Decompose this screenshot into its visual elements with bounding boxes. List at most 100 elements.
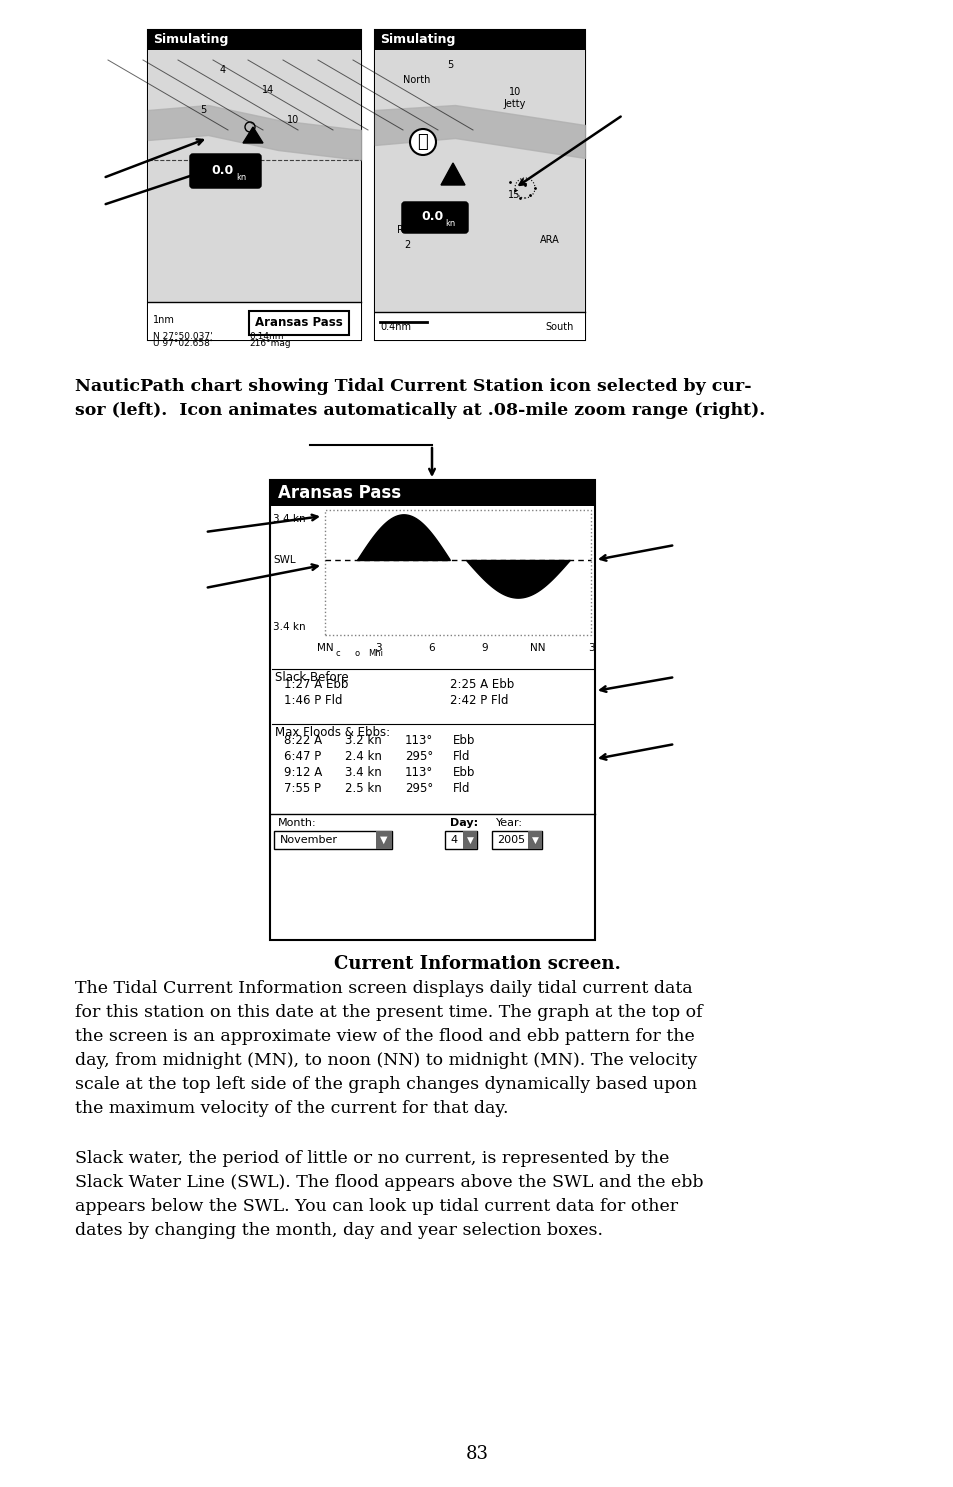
Text: 2.5 kn: 2.5 kn — [345, 782, 381, 796]
Text: 83: 83 — [465, 1445, 488, 1463]
Text: Simulating: Simulating — [152, 34, 228, 46]
Text: South: South — [544, 323, 573, 332]
Text: o: o — [354, 648, 359, 659]
Text: Ru: Ru — [396, 225, 409, 235]
Bar — [274, 831, 392, 849]
Bar — [527, 831, 541, 849]
Text: ▼: ▼ — [531, 836, 537, 845]
Text: 2:42 P Fld: 2:42 P Fld — [450, 694, 508, 706]
Text: The Tidal Current Information screen displays daily tidal current data: The Tidal Current Information screen dis… — [75, 980, 692, 996]
Text: 8:22 A: 8:22 A — [284, 735, 322, 746]
Text: 0.4nm: 0.4nm — [379, 323, 411, 332]
Text: Fld: Fld — [453, 782, 470, 796]
Text: 5: 5 — [446, 59, 453, 70]
Bar — [148, 302, 360, 341]
Text: NN: NN — [530, 642, 545, 653]
Text: day, from midnight (MN), to noon (NN) to midnight (MN). The velocity: day, from midnight (MN), to noon (NN) to… — [75, 1051, 697, 1069]
Text: Slack water, the period of little or no current, is represented by the: Slack water, the period of little or no … — [75, 1149, 669, 1167]
Text: 113°: 113° — [405, 735, 433, 746]
Bar — [148, 30, 360, 51]
Text: 3.2 kn: 3.2 kn — [345, 735, 381, 746]
Text: 1:46 P Fld: 1:46 P Fld — [284, 694, 342, 706]
Text: Mhi: Mhi — [368, 648, 383, 659]
Text: 295°: 295° — [405, 749, 433, 763]
Text: 2:25 A Ebb: 2:25 A Ebb — [450, 678, 514, 691]
Text: 295°: 295° — [405, 782, 433, 796]
Bar — [492, 831, 541, 849]
Text: Aransas Pass: Aransas Pass — [254, 317, 342, 330]
Text: 5: 5 — [200, 106, 206, 114]
Text: Slack Before: Slack Before — [274, 671, 348, 684]
Text: Year:: Year: — [496, 818, 522, 828]
Bar — [148, 30, 360, 341]
Bar — [375, 51, 584, 312]
Text: dates by changing the month, day and year selection boxes.: dates by changing the month, day and yea… — [75, 1222, 602, 1239]
Text: ▼: ▼ — [466, 836, 473, 845]
Text: U 97°02.658': U 97°02.658' — [152, 339, 213, 348]
Text: sor (left).  Icon animates automatically at .08-mile zoom range (right).: sor (left). Icon animates automatically … — [75, 401, 764, 419]
Text: Current Information screen.: Current Information screen. — [334, 955, 619, 972]
Text: 9: 9 — [480, 642, 487, 653]
FancyBboxPatch shape — [191, 155, 260, 187]
Bar — [270, 480, 595, 506]
Text: SWL: SWL — [273, 555, 295, 565]
Text: 15: 15 — [507, 190, 519, 199]
Text: the maximum velocity of the current for that day.: the maximum velocity of the current for … — [75, 1100, 508, 1117]
Text: 0.0: 0.0 — [421, 211, 444, 223]
Text: Max Floods & Ebbs:: Max Floods & Ebbs: — [274, 726, 390, 739]
Circle shape — [410, 129, 436, 155]
Text: 3.4 kn: 3.4 kn — [345, 766, 381, 779]
FancyBboxPatch shape — [402, 204, 467, 232]
Bar — [375, 312, 584, 341]
Text: 3.4 kn: 3.4 kn — [273, 622, 305, 632]
Text: ARA: ARA — [539, 235, 559, 245]
Text: Simulating: Simulating — [379, 34, 455, 46]
Text: November: November — [280, 836, 337, 845]
Text: 4: 4 — [450, 836, 456, 845]
Text: the screen is an approximate view of the flood and ebb pattern for the: the screen is an approximate view of the… — [75, 1028, 694, 1045]
Bar — [375, 831, 392, 849]
Text: 3: 3 — [587, 642, 594, 653]
Text: ▼: ▼ — [380, 836, 387, 845]
Text: 3.4 kn: 3.4 kn — [273, 515, 305, 523]
Text: Aransas Pass: Aransas Pass — [277, 483, 400, 503]
Bar — [270, 480, 595, 940]
Text: NauticPath chart showing Tidal Current Station icon selected by cur-: NauticPath chart showing Tidal Current S… — [75, 378, 751, 396]
Text: 10: 10 — [508, 88, 520, 97]
Text: kn: kn — [235, 174, 246, 183]
Text: Fld: Fld — [453, 749, 470, 763]
Text: 0.0: 0.0 — [212, 165, 233, 177]
Text: 7:55 P: 7:55 P — [284, 782, 320, 796]
Text: 0.14nm: 0.14nm — [249, 332, 283, 341]
Text: MN: MN — [316, 642, 333, 653]
Bar — [462, 831, 476, 849]
Text: N 27°50.037': N 27°50.037' — [152, 332, 213, 341]
Text: 14: 14 — [262, 85, 274, 95]
Text: c: c — [335, 648, 340, 659]
Text: 10: 10 — [287, 114, 299, 125]
Text: 216°mag: 216°mag — [249, 339, 291, 348]
Text: North: North — [403, 74, 430, 85]
Text: 2005: 2005 — [497, 836, 524, 845]
Text: 2.4 kn: 2.4 kn — [345, 749, 381, 763]
Text: 1:27 A Ebb: 1:27 A Ebb — [284, 678, 348, 691]
Bar — [148, 51, 360, 302]
Text: 1nm: 1nm — [152, 315, 174, 326]
Text: 6: 6 — [428, 642, 435, 653]
Text: 3: 3 — [375, 642, 381, 653]
Text: appears below the SWL. You can look up tidal current data for other: appears below the SWL. You can look up t… — [75, 1199, 678, 1215]
Text: Ebb: Ebb — [453, 735, 475, 746]
Text: 2: 2 — [403, 239, 410, 250]
Polygon shape — [243, 126, 263, 143]
Bar — [249, 311, 349, 335]
Text: Ebb: Ebb — [453, 766, 475, 779]
Text: Day:: Day: — [450, 818, 477, 828]
Text: 113°: 113° — [405, 766, 433, 779]
Text: kn: kn — [444, 220, 455, 229]
Text: ⓘ: ⓘ — [417, 132, 428, 152]
Bar — [325, 510, 590, 635]
Text: 6:47 P: 6:47 P — [284, 749, 321, 763]
Text: scale at the top left side of the graph changes dynamically based upon: scale at the top left side of the graph … — [75, 1077, 697, 1093]
Bar — [444, 831, 476, 849]
Text: Jetty: Jetty — [503, 100, 526, 109]
